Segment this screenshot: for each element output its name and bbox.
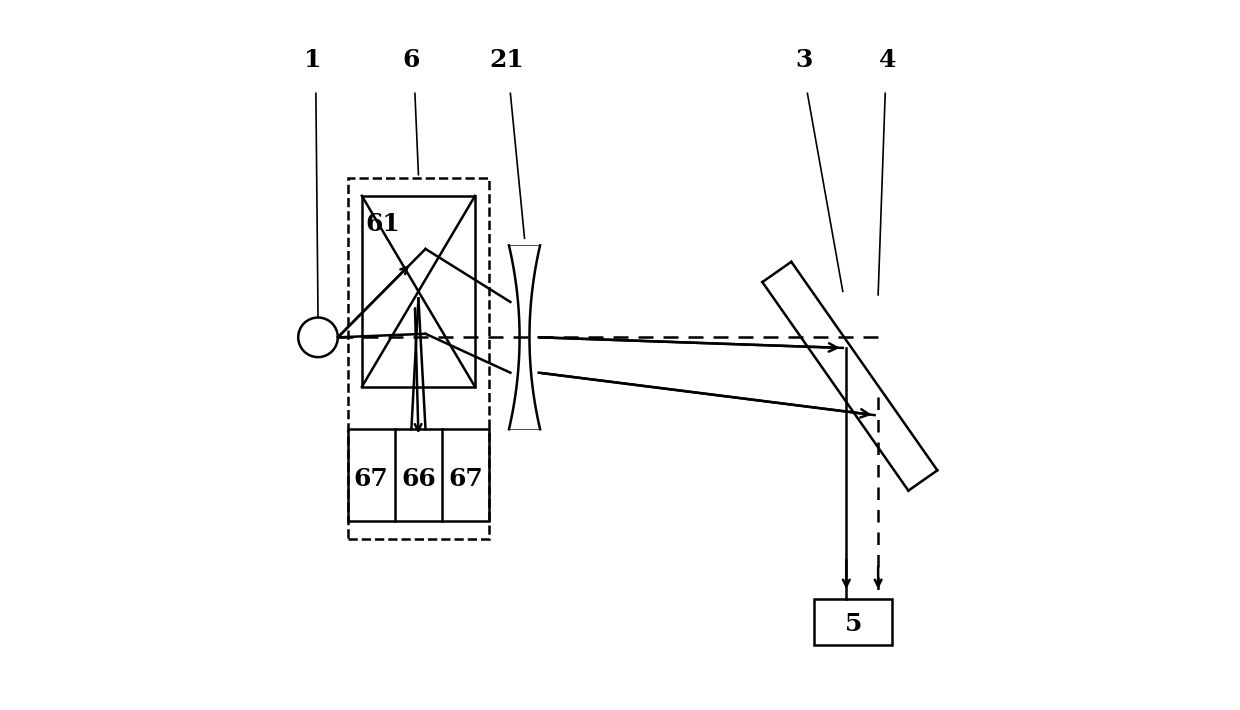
Bar	[362, 196, 475, 387]
Text: 3: 3	[795, 48, 812, 72]
Text: 21: 21	[490, 48, 525, 72]
Text: 67: 67	[449, 466, 484, 491]
Text: 4: 4	[879, 48, 897, 72]
Text: 1: 1	[304, 48, 321, 72]
Bar	[815, 599, 893, 645]
Text: 5: 5	[844, 612, 862, 635]
Text: 66: 66	[401, 466, 435, 491]
Text: 6: 6	[403, 48, 420, 72]
Text: 67: 67	[353, 466, 388, 491]
Text: 61: 61	[366, 212, 401, 236]
Bar	[347, 430, 489, 521]
